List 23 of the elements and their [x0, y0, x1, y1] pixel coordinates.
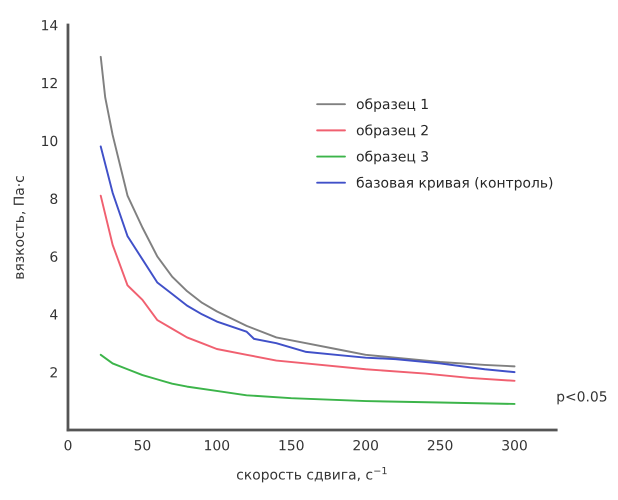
x-tick-label: 0	[64, 440, 72, 450]
legend-label: образец 3	[356, 150, 428, 164]
line-series	[100, 194, 516, 382]
y-tick-label: 12	[42, 78, 57, 88]
y-tick-label: 10	[42, 136, 58, 146]
legend-label: образец 2	[356, 124, 428, 138]
y-tick-label: 14	[42, 20, 58, 30]
x-tick-label: 150	[280, 440, 304, 450]
y-tick-label: 4	[50, 309, 58, 320]
y-tick-label: 8	[50, 194, 58, 204]
line-series	[100, 354, 516, 405]
y-tick-label: 2	[50, 367, 57, 378]
legend-label: образец 1	[356, 98, 428, 112]
x-tick-label: 300	[502, 440, 527, 450]
text: p<0.05	[557, 391, 606, 404]
x-tick-label: 200	[353, 440, 378, 450]
y-axis-title: вязкость, Па·с	[14, 176, 26, 279]
x-axis-title: скорость сдвига, с$^{−1}$	[236, 467, 387, 482]
x-tick-label: 50	[134, 440, 150, 450]
y-tick-label: 6	[50, 251, 58, 262]
x-tick-label: 250	[428, 440, 452, 450]
x-tick-label: 100	[205, 440, 230, 450]
legend-label: базовая кривая (контроль)	[356, 176, 552, 190]
